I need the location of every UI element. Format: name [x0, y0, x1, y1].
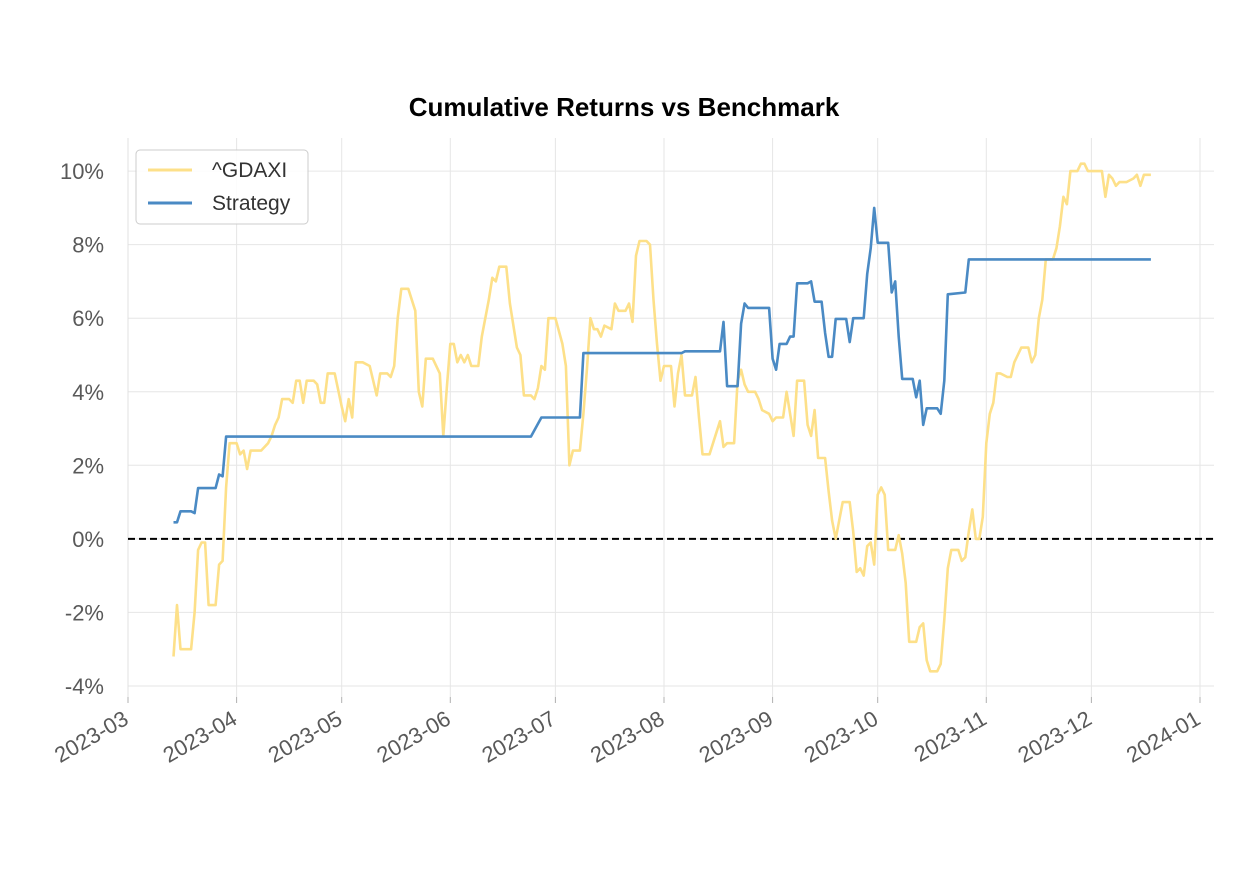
x-tick-label: 2023-08 [586, 706, 668, 768]
y-tick-label: -2% [65, 600, 104, 625]
legend-label: ^GDAXI [212, 159, 287, 182]
series-layer [172, 162, 1151, 673]
x-tick-label: 2023-10 [800, 706, 882, 768]
y-tick-label: 2% [72, 453, 104, 478]
y-tick-label: 8% [72, 233, 104, 258]
y-tick-label: 0% [72, 527, 104, 552]
x-tick-label: 2023-06 [372, 706, 454, 768]
series-line-gdaxi [172, 162, 1151, 673]
y-tick-label: -4% [65, 674, 104, 699]
x-tick-label: 2023-04 [159, 706, 241, 768]
y-tick-label: 4% [72, 380, 104, 405]
x-tick-label: 2023-03 [50, 706, 132, 768]
chart-title: Cumulative Returns vs Benchmark [409, 92, 840, 122]
y-tick-label: 6% [72, 306, 104, 331]
y-tick-label: 10% [60, 159, 104, 184]
axis-layer: -4% -2% 0% 2% 4% 6% 8% 10% 2023-03 2023-04 2023-05… [50, 138, 1204, 768]
x-tick-label: 2023-05 [264, 706, 346, 768]
legend: ^GDAXI Strategy [135, 149, 309, 225]
legend-label: Strategy [212, 192, 291, 215]
x-tick-label: 2023-11 [910, 706, 991, 767]
x-tick-label: 2023-12 [1013, 706, 1095, 768]
x-tick-label: 2023-07 [477, 706, 559, 768]
x-tick-label: 2023-09 [695, 706, 777, 768]
x-tick-label: 2024-01 [1122, 706, 1204, 768]
series-line-strategy [173, 206, 1151, 524]
